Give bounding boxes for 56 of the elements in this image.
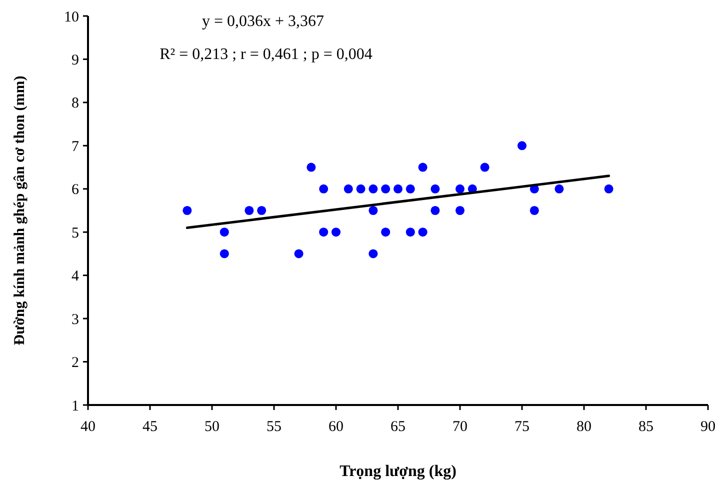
point (554, 184, 564, 194)
point (418, 228, 428, 237)
x-tick-label: 90 (700, 419, 715, 435)
y-tick-label: 6 (72, 182, 80, 198)
point (455, 206, 465, 216)
point (381, 184, 390, 194)
x-tick-label: 70 (452, 419, 468, 435)
y-tick-label: 2 (72, 355, 79, 372)
point (257, 206, 266, 216)
y-axis-title: Đường kính mảnh ghép gân cơ thon (mm) (12, 76, 28, 346)
x-tick-label: 75 (514, 419, 530, 435)
point (220, 228, 229, 237)
point (406, 228, 415, 237)
x-tick-label: 80 (576, 419, 592, 435)
y-tick-label: 8 (72, 96, 79, 112)
point (517, 141, 527, 150)
point (530, 206, 539, 216)
x-tick-label: 55 (266, 419, 282, 435)
point (368, 184, 378, 194)
point (393, 184, 403, 194)
y-tick-label: 7 (72, 138, 80, 155)
point (182, 206, 192, 216)
x-tick-label: 65 (390, 419, 406, 435)
point (368, 206, 378, 216)
point (356, 184, 366, 194)
y-tick-label: 5 (72, 225, 79, 242)
point (220, 249, 229, 258)
point (480, 162, 490, 172)
x-axis-title: Trọng lượng (kg) (340, 463, 456, 480)
point (344, 184, 353, 194)
x-tick-label: 50 (204, 419, 220, 435)
annotation: R² = 0,213 ; r = 0,461 ; p = 0,004 (160, 46, 372, 63)
y-tick-label: 1 (72, 398, 79, 414)
point (430, 206, 440, 216)
y-tick-label: 3 (72, 312, 79, 328)
point (604, 184, 614, 194)
point (244, 206, 254, 216)
x-tick-label: 85 (638, 419, 654, 435)
y-tick-label: 10 (64, 9, 79, 26)
y-tick-label: 9 (72, 52, 79, 68)
point (418, 162, 428, 172)
point (381, 228, 390, 237)
point (319, 184, 328, 194)
point (306, 162, 316, 172)
y-tick-label: 4 (72, 268, 80, 285)
annotation: y = 0,036x + 3,367 (202, 13, 324, 30)
x-tick-label: 45 (142, 419, 158, 435)
x-tick-label: 40 (80, 419, 96, 435)
point (430, 184, 440, 194)
point (455, 184, 465, 194)
point (368, 249, 378, 258)
point (406, 184, 415, 194)
x-tick-label: 60 (328, 419, 344, 435)
point (319, 228, 328, 237)
point (331, 228, 341, 237)
point (294, 249, 304, 258)
